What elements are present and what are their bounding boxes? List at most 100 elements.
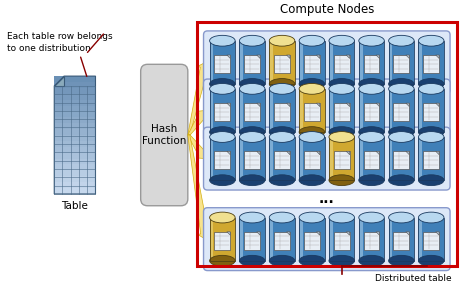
FancyBboxPatch shape	[423, 232, 439, 250]
Bar	[418, 218, 444, 261]
Polygon shape	[316, 55, 320, 59]
Polygon shape	[346, 232, 350, 235]
Bar	[210, 89, 235, 132]
FancyBboxPatch shape	[304, 103, 320, 121]
Ellipse shape	[329, 175, 355, 186]
Bar	[269, 89, 295, 132]
Bar	[269, 41, 273, 84]
Polygon shape	[346, 103, 350, 106]
Ellipse shape	[389, 127, 414, 137]
Bar	[418, 41, 422, 84]
Ellipse shape	[389, 79, 414, 89]
Bar	[329, 137, 355, 180]
Bar	[54, 100, 96, 106]
FancyBboxPatch shape	[214, 103, 230, 121]
Bar	[269, 137, 295, 180]
Bar	[210, 137, 235, 180]
Ellipse shape	[389, 83, 414, 94]
Ellipse shape	[240, 127, 265, 137]
Bar	[359, 218, 384, 261]
Bar	[418, 218, 422, 261]
Bar	[210, 41, 235, 84]
Bar	[418, 137, 422, 180]
Polygon shape	[287, 232, 290, 235]
Ellipse shape	[269, 79, 295, 89]
Polygon shape	[287, 151, 290, 155]
Ellipse shape	[240, 131, 265, 142]
Bar	[299, 137, 325, 180]
Ellipse shape	[299, 79, 325, 89]
Ellipse shape	[418, 35, 444, 46]
Text: Hash
Function: Hash Function	[142, 124, 186, 146]
Ellipse shape	[329, 35, 355, 46]
Ellipse shape	[389, 35, 414, 46]
Ellipse shape	[359, 255, 384, 266]
Bar	[269, 218, 295, 261]
Ellipse shape	[269, 255, 295, 266]
Ellipse shape	[240, 35, 265, 46]
FancyBboxPatch shape	[334, 55, 350, 73]
Bar	[54, 117, 96, 123]
FancyBboxPatch shape	[214, 232, 230, 250]
Ellipse shape	[240, 175, 265, 186]
Ellipse shape	[359, 79, 384, 89]
Bar	[269, 218, 295, 261]
FancyBboxPatch shape	[393, 232, 409, 250]
Bar	[329, 137, 333, 180]
Polygon shape	[316, 103, 320, 106]
Bar	[299, 89, 325, 132]
Text: Each table row belongs
to one distribution: Each table row belongs to one distributi…	[7, 32, 113, 53]
FancyBboxPatch shape	[334, 103, 350, 121]
Bar	[418, 137, 444, 180]
Ellipse shape	[418, 131, 444, 142]
Bar	[54, 147, 96, 153]
Bar	[210, 218, 235, 261]
Polygon shape	[376, 151, 379, 155]
Polygon shape	[257, 55, 260, 59]
FancyBboxPatch shape	[304, 55, 320, 73]
FancyBboxPatch shape	[214, 55, 230, 73]
Bar	[54, 123, 96, 129]
FancyBboxPatch shape	[393, 151, 409, 169]
Bar	[240, 41, 243, 84]
Bar	[54, 153, 96, 158]
Ellipse shape	[240, 79, 265, 89]
Ellipse shape	[418, 255, 444, 266]
Polygon shape	[54, 76, 64, 86]
Bar	[210, 41, 213, 84]
Bar	[269, 218, 273, 261]
Bar	[389, 218, 392, 261]
Ellipse shape	[418, 212, 444, 223]
Polygon shape	[346, 55, 350, 59]
Ellipse shape	[269, 127, 295, 137]
Ellipse shape	[329, 79, 355, 89]
FancyBboxPatch shape	[363, 103, 379, 121]
Ellipse shape	[359, 175, 384, 186]
Polygon shape	[406, 103, 409, 106]
Bar	[389, 137, 414, 180]
Bar	[210, 218, 235, 261]
Bar	[329, 89, 333, 132]
Polygon shape	[227, 103, 230, 106]
Ellipse shape	[210, 83, 235, 94]
Polygon shape	[376, 55, 379, 59]
Bar	[329, 89, 355, 132]
Ellipse shape	[269, 131, 295, 142]
Bar	[359, 218, 363, 261]
Bar	[299, 218, 325, 261]
FancyBboxPatch shape	[204, 208, 450, 271]
FancyBboxPatch shape	[363, 151, 379, 169]
Bar	[359, 137, 363, 180]
Ellipse shape	[210, 131, 235, 142]
Bar	[329, 218, 355, 261]
FancyBboxPatch shape	[204, 127, 450, 190]
Polygon shape	[188, 135, 212, 239]
Bar	[299, 137, 303, 180]
Polygon shape	[188, 110, 208, 135]
Bar	[240, 137, 265, 180]
FancyBboxPatch shape	[204, 79, 450, 142]
Bar	[197, 22, 457, 266]
Bar	[54, 170, 96, 176]
Bar	[54, 111, 96, 117]
Bar	[299, 218, 303, 261]
